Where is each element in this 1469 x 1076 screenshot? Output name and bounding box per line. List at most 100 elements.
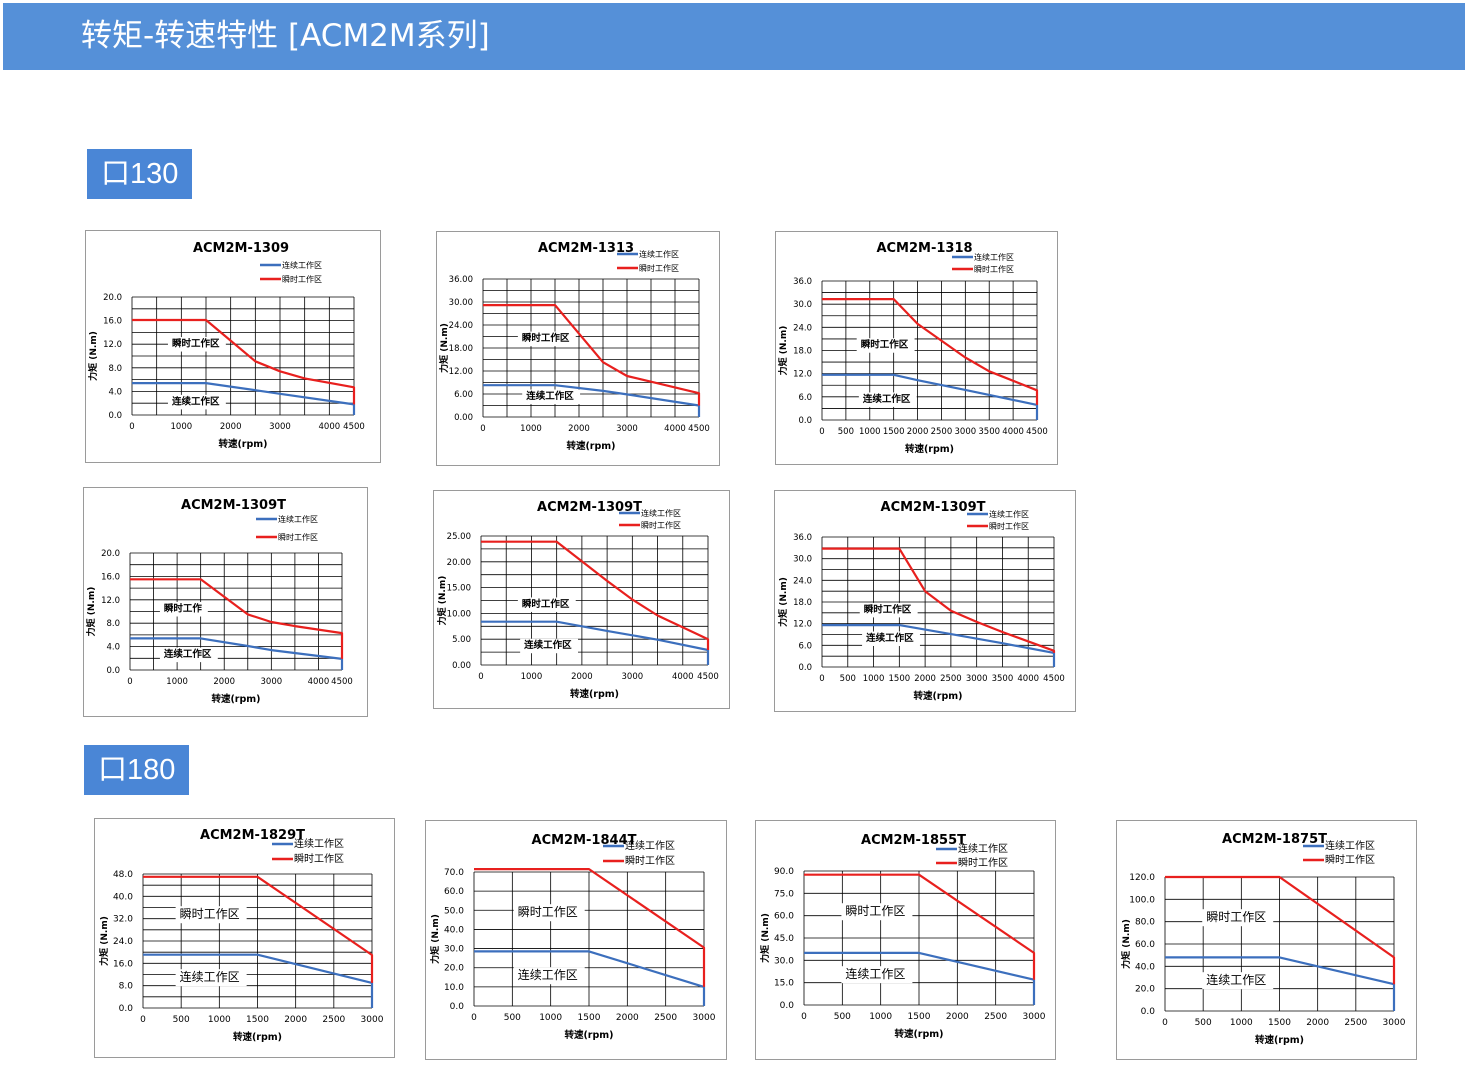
legend-label-1: 瞬时工作区 (641, 520, 681, 530)
region-label-continuous: 连续工作区 (524, 639, 572, 651)
region-label-continuous: 连续工作区 (845, 966, 905, 981)
y-tick-label: 75.0 (774, 889, 794, 899)
x-tick-label: 4000 (1002, 427, 1024, 437)
chart-acm2m-1309: ACM2M-1309 连续工作区 瞬时工作区 瞬时工作区 连续工作区 0.0 4.0 8.0 1… (85, 230, 381, 463)
chart-svg: ACM2M-1318连续工作区瞬时工作区瞬时工作区连续工作区0.06.012.0… (777, 241, 1048, 455)
x-tick-label: 2000 (284, 1015, 307, 1025)
y-tick-label: 8.0 (119, 982, 134, 992)
region-label-peak-bg (517, 597, 576, 612)
x-tick-label: 1000 (208, 1015, 231, 1025)
x-tick-label: 2000 (946, 1012, 969, 1022)
x-tick-label: 4500 (697, 672, 719, 682)
x-tick-label: 3500 (992, 674, 1014, 684)
x-tick-label: 2000 (568, 424, 590, 434)
y-tick-label: 0.0 (798, 416, 812, 426)
region-label-continuous: 连续工作区 (526, 390, 574, 402)
chart-title: ACM2M-1318 (876, 241, 972, 256)
y-tick-label: 90.0 (774, 867, 794, 877)
chart-svg: ACM2M-1875T连续工作区瞬时工作区瞬时工作区连续工作区0.020.040… (1120, 832, 1406, 1046)
legend-label-0: 连续工作区 (282, 260, 322, 270)
y-tick-label: 6.0 (798, 641, 812, 651)
x-tick-label: 0 (129, 422, 134, 432)
x-tick-label: 2500 (984, 1012, 1007, 1022)
y-tick-label: 0.0 (119, 1004, 134, 1014)
x-tick-label: 1000 (520, 424, 542, 434)
x-tick-label: 2500 (322, 1015, 345, 1025)
chart-title: ACM2M-1309T (537, 500, 642, 515)
chart-title: ACM2M-1844T (532, 833, 637, 848)
series-line-0 (143, 953, 374, 1008)
x-tick-label: 2000 (220, 422, 242, 432)
region-label-continuous-bg (841, 966, 913, 984)
legend-label-1: 瞬时工作区 (294, 852, 344, 865)
chart-acm2m-1875t: ACM2M-1875T 连续工作区 瞬时工作区 瞬时工作区 连续工作区 0.0 20.0 40… (1116, 820, 1417, 1060)
x-tick-label: 3000 (269, 422, 291, 432)
legend-label-1: 瞬时工作区 (974, 264, 1014, 274)
y-tick-label: 12.0 (101, 596, 120, 606)
chart-acm2m-1309t-b: ACM2M-1309T 连续工作区 瞬时工作区 瞬时工作区 连续工作区 0.00 5.00 1… (433, 490, 730, 709)
y-tick-label: 30.0 (793, 555, 812, 565)
region-label-peak: 瞬时工作区 (172, 338, 220, 350)
y-tick-label: 4.0 (106, 643, 120, 653)
series-line-0 (474, 950, 706, 1006)
y-tick-label: 12.0 (793, 620, 812, 630)
region-label-continuous-bg (1202, 972, 1274, 990)
x-tick-label: 2000 (907, 427, 929, 437)
y-tick-label: 30.0 (444, 945, 464, 955)
y-tick-label: 32.0 (113, 915, 133, 925)
y-tick-label: 20.0 (101, 549, 120, 559)
chart-svg: ACM2M-1844T连续工作区瞬时工作区瞬时工作区连续工作区0.010.020… (429, 833, 716, 1041)
y-tick-label: 20.0 (1135, 985, 1155, 995)
series-line-0 (822, 373, 1039, 420)
region-label-continuous-bg (522, 389, 581, 405)
legend-label-1: 瞬时工作区 (639, 263, 679, 273)
x-tick-label: 0 (480, 424, 485, 434)
x-tick-label: 4000 (664, 424, 686, 434)
x-tick-label: 3000 (622, 672, 644, 682)
series-line-1 (474, 867, 706, 987)
region-label-peak: 瞬时工作区 (845, 904, 905, 918)
x-axis-label: 转速(rpm) (894, 1028, 943, 1040)
chart-title: ACM2M-1855T (861, 833, 966, 848)
x-tick-label: 1500 (883, 427, 905, 437)
x-tick-label: 0 (127, 677, 132, 687)
y-tick-label: 25.00 (447, 532, 471, 542)
x-axis-label: 转速(rpm) (564, 1029, 613, 1041)
region-label-peak-bg (859, 602, 918, 618)
x-tick-label: 0 (819, 674, 824, 684)
y-tick-label: 16.0 (103, 317, 122, 327)
y-tick-label: 60.0 (1135, 940, 1155, 950)
chart-svg: ACM2M-1309T连续工作区瞬时工作区瞬时工作连续工作区0.04.08.01… (85, 498, 353, 705)
region-label-peak-bg (175, 906, 247, 924)
region-label-peak: 瞬时工作区 (518, 905, 578, 919)
region-label-continuous: 连续工作区 (518, 967, 578, 982)
y-axis-label: 力矩 (N.m) (777, 326, 789, 376)
region-label-continuous: 连续工作区 (866, 632, 914, 644)
x-tick-label: 0 (1162, 1018, 1168, 1028)
y-tick-label: 60.0 (774, 912, 794, 922)
chart-acm2m-1309t-c: ACM2M-1309T 连续工作区 瞬时工作区 瞬时工作区 连续工作区 0.0 6.0 12.… (774, 490, 1076, 712)
x-tick-label: 2000 (1306, 1018, 1329, 1028)
y-tick-label: 8.0 (108, 364, 122, 374)
y-tick-label: 12.0 (793, 370, 812, 380)
series-line-1 (1165, 875, 1396, 985)
y-tick-label: 16.0 (113, 959, 133, 969)
x-tick-label: 3000 (955, 427, 977, 437)
y-tick-label: 50.0 (444, 906, 464, 916)
series-line-1 (804, 873, 1036, 980)
legend-label-1: 瞬时工作区 (1325, 853, 1375, 866)
x-tick-label: 500 (173, 1015, 190, 1025)
y-tick-label: 24.0 (793, 576, 812, 586)
chart-acm2m-1309t-a: ACM2M-1309T 连续工作区 瞬时工作区 瞬时工作 连续工作区 0.0 4.0 8.0 1… (83, 487, 368, 717)
legend-label-0: 连续工作区 (989, 509, 1029, 519)
region-label-peak: 瞬时工作 (164, 603, 203, 615)
x-axis-label: 转速(rpm) (211, 693, 260, 705)
legend-label-0: 连续工作区 (278, 514, 318, 524)
x-tick-label: 4000 (1017, 674, 1039, 684)
region-label-continuous-bg (175, 969, 247, 987)
series-line-0 (481, 620, 710, 665)
y-tick-label: 0.00 (452, 661, 471, 671)
y-tick-label: 0.0 (780, 1001, 795, 1011)
region-label-continuous-bg (513, 967, 585, 985)
y-tick-label: 30.00 (449, 298, 473, 308)
